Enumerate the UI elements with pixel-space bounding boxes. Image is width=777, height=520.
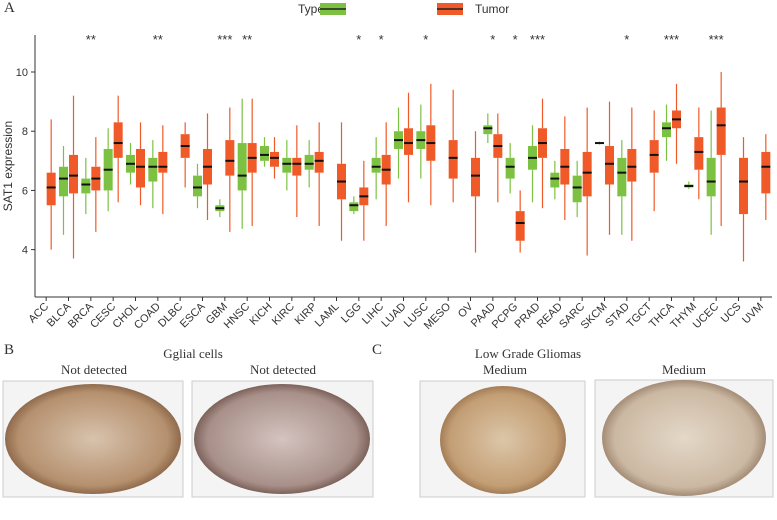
x-tick-label: LGG — [339, 301, 364, 326]
significance: *** — [217, 32, 232, 47]
box — [81, 178, 91, 194]
tissue-core — [5, 384, 181, 494]
box — [582, 151, 592, 197]
box — [761, 151, 771, 194]
caption: Not detected — [250, 362, 317, 377]
box — [550, 172, 560, 188]
tissue-core — [440, 386, 566, 494]
legend-label: Tumor — [475, 2, 509, 16]
panel-title: Low Grade Gliomas — [475, 346, 581, 361]
box — [572, 175, 582, 203]
significance: * — [356, 32, 361, 47]
box — [483, 125, 493, 135]
box — [739, 157, 748, 215]
box — [627, 148, 637, 182]
box — [471, 157, 480, 197]
panel-title: Gglial cells — [163, 346, 223, 361]
significance: * — [379, 32, 384, 47]
x-tick-label: UCEC — [691, 301, 722, 332]
caption: Medium — [483, 362, 527, 377]
panel-label: C — [372, 342, 382, 358]
legend-title: Type — [298, 2, 324, 16]
x-tick-label: ESCA — [178, 300, 208, 330]
box — [59, 166, 68, 197]
significance: ** — [86, 32, 96, 47]
y-tick-label: 8 — [22, 126, 28, 138]
y-axis-label: SAT1 expression — [1, 121, 15, 212]
tissue-core — [602, 380, 766, 496]
caption: Not detected — [61, 362, 128, 377]
box — [505, 157, 515, 179]
significance: * — [490, 32, 495, 47]
panel-label: A — [4, 0, 15, 16]
box — [260, 146, 269, 161]
box — [282, 157, 292, 173]
box — [617, 157, 627, 197]
box — [225, 140, 235, 176]
significance: *** — [664, 32, 679, 47]
y-tick-label: 10 — [16, 67, 28, 79]
box — [46, 172, 56, 206]
box — [237, 143, 247, 191]
box — [270, 151, 279, 167]
box — [649, 140, 659, 173]
x-tick-label: UVM — [740, 301, 766, 327]
box — [292, 157, 302, 176]
box — [349, 202, 359, 212]
significance: * — [513, 32, 518, 47]
box — [448, 140, 458, 179]
box — [69, 154, 78, 194]
box — [404, 128, 413, 155]
x-tick-label: LAML — [313, 301, 342, 330]
box — [605, 146, 614, 185]
significance: * — [423, 32, 428, 47]
box — [304, 154, 314, 170]
box — [706, 157, 716, 197]
box — [314, 151, 324, 173]
x-tick-label: KICH — [248, 301, 275, 328]
x-tick-label: UCS — [719, 301, 744, 326]
tissue-core — [194, 384, 370, 494]
caption: Medium — [662, 362, 706, 377]
significance: ** — [242, 32, 252, 47]
box — [716, 107, 726, 155]
significance: ** — [153, 32, 163, 47]
box — [515, 211, 525, 241]
significance: *** — [709, 32, 724, 47]
box — [371, 157, 381, 173]
y-tick-label: 6 — [22, 185, 28, 197]
box — [113, 122, 123, 158]
x-tick-label: HNSC — [222, 301, 253, 332]
box — [148, 157, 158, 182]
significance: *** — [530, 32, 545, 47]
box — [662, 122, 671, 138]
box — [694, 137, 704, 170]
box — [136, 148, 145, 188]
y-tick-label: 4 — [22, 245, 28, 257]
x-tick-label: KIRC — [270, 301, 297, 328]
panel-label: B — [4, 342, 14, 358]
box — [158, 151, 168, 173]
significance: * — [624, 32, 629, 47]
x-tick-label: LUAD — [379, 301, 408, 330]
box — [193, 175, 202, 197]
